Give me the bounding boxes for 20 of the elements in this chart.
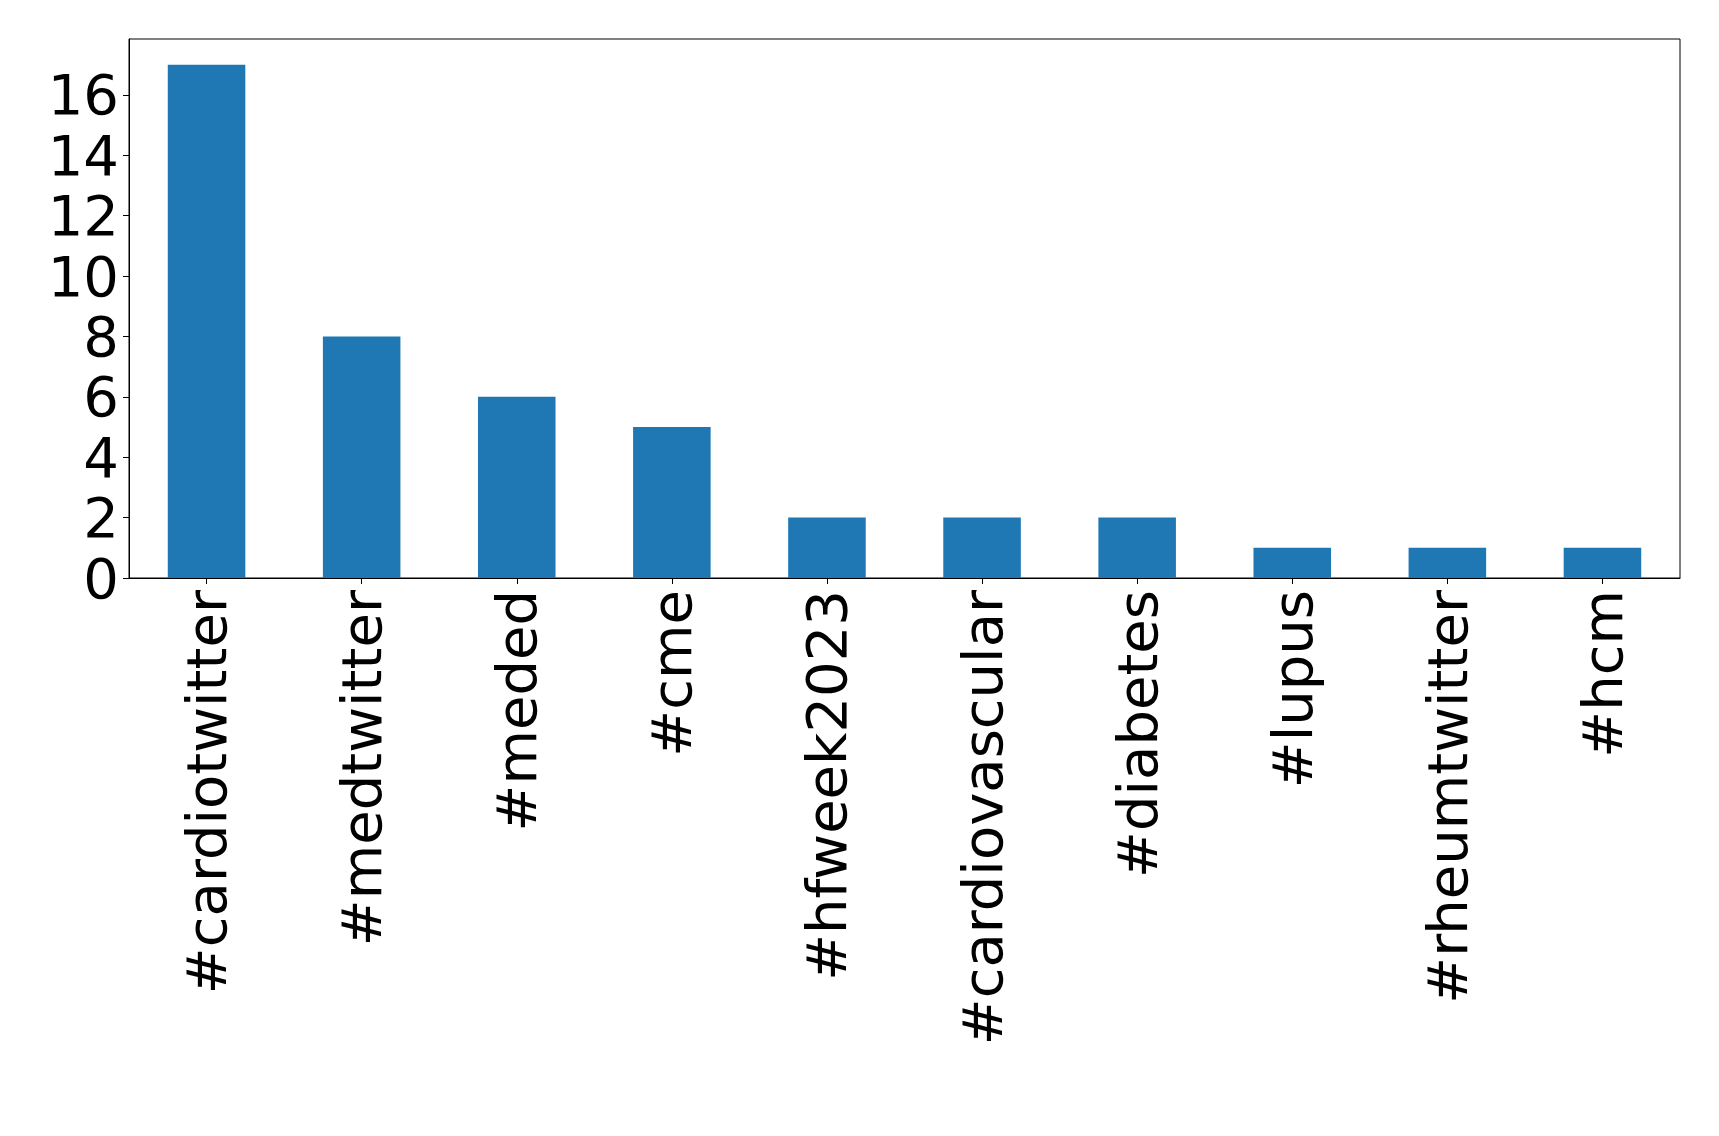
bar — [943, 517, 1021, 578]
x-tick-label: #hfweek2023 — [794, 590, 860, 981]
x-tick-label: #cme — [639, 590, 705, 757]
x-tick-label: #rheumtwitter — [1414, 589, 1480, 1004]
bar — [1253, 547, 1332, 578]
x-tick-label: #meded — [484, 590, 550, 832]
bar — [633, 427, 711, 578]
bar — [167, 64, 246, 578]
x-tick-label: #cardiovascular — [949, 589, 1015, 1046]
bar — [322, 336, 401, 578]
x-tick-label: #diabetes — [1104, 590, 1170, 878]
x-tick-label: #cardiotwitter — [174, 589, 240, 995]
x-tick-label: #medtwitter — [329, 589, 395, 947]
bar — [788, 517, 866, 578]
bar — [1563, 547, 1642, 578]
x-tick-label: #hcm — [1569, 590, 1635, 758]
bar — [1098, 517, 1176, 578]
x-tick-label: #lupus — [1259, 590, 1325, 789]
bar — [1408, 547, 1487, 578]
bar — [477, 396, 556, 578]
